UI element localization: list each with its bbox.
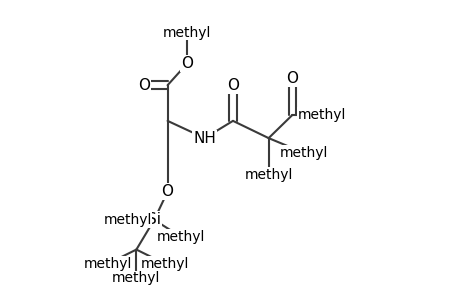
Text: methyl: methyl [244, 168, 292, 182]
Text: O: O [286, 71, 298, 86]
Text: methyl: methyl [162, 26, 211, 40]
Text: methyl: methyl [84, 256, 132, 271]
Text: methyl: methyl [157, 230, 205, 244]
Text: O: O [180, 56, 192, 71]
Text: O: O [161, 184, 173, 199]
Text: methyl: methyl [103, 213, 151, 227]
Text: O: O [138, 78, 150, 93]
Text: NH: NH [193, 130, 216, 146]
Text: methyl: methyl [140, 256, 188, 271]
Text: methyl: methyl [297, 108, 346, 122]
Text: Si: Si [147, 212, 161, 227]
Text: methyl: methyl [112, 272, 160, 285]
Text: O: O [226, 78, 239, 93]
Text: methyl: methyl [280, 146, 328, 160]
